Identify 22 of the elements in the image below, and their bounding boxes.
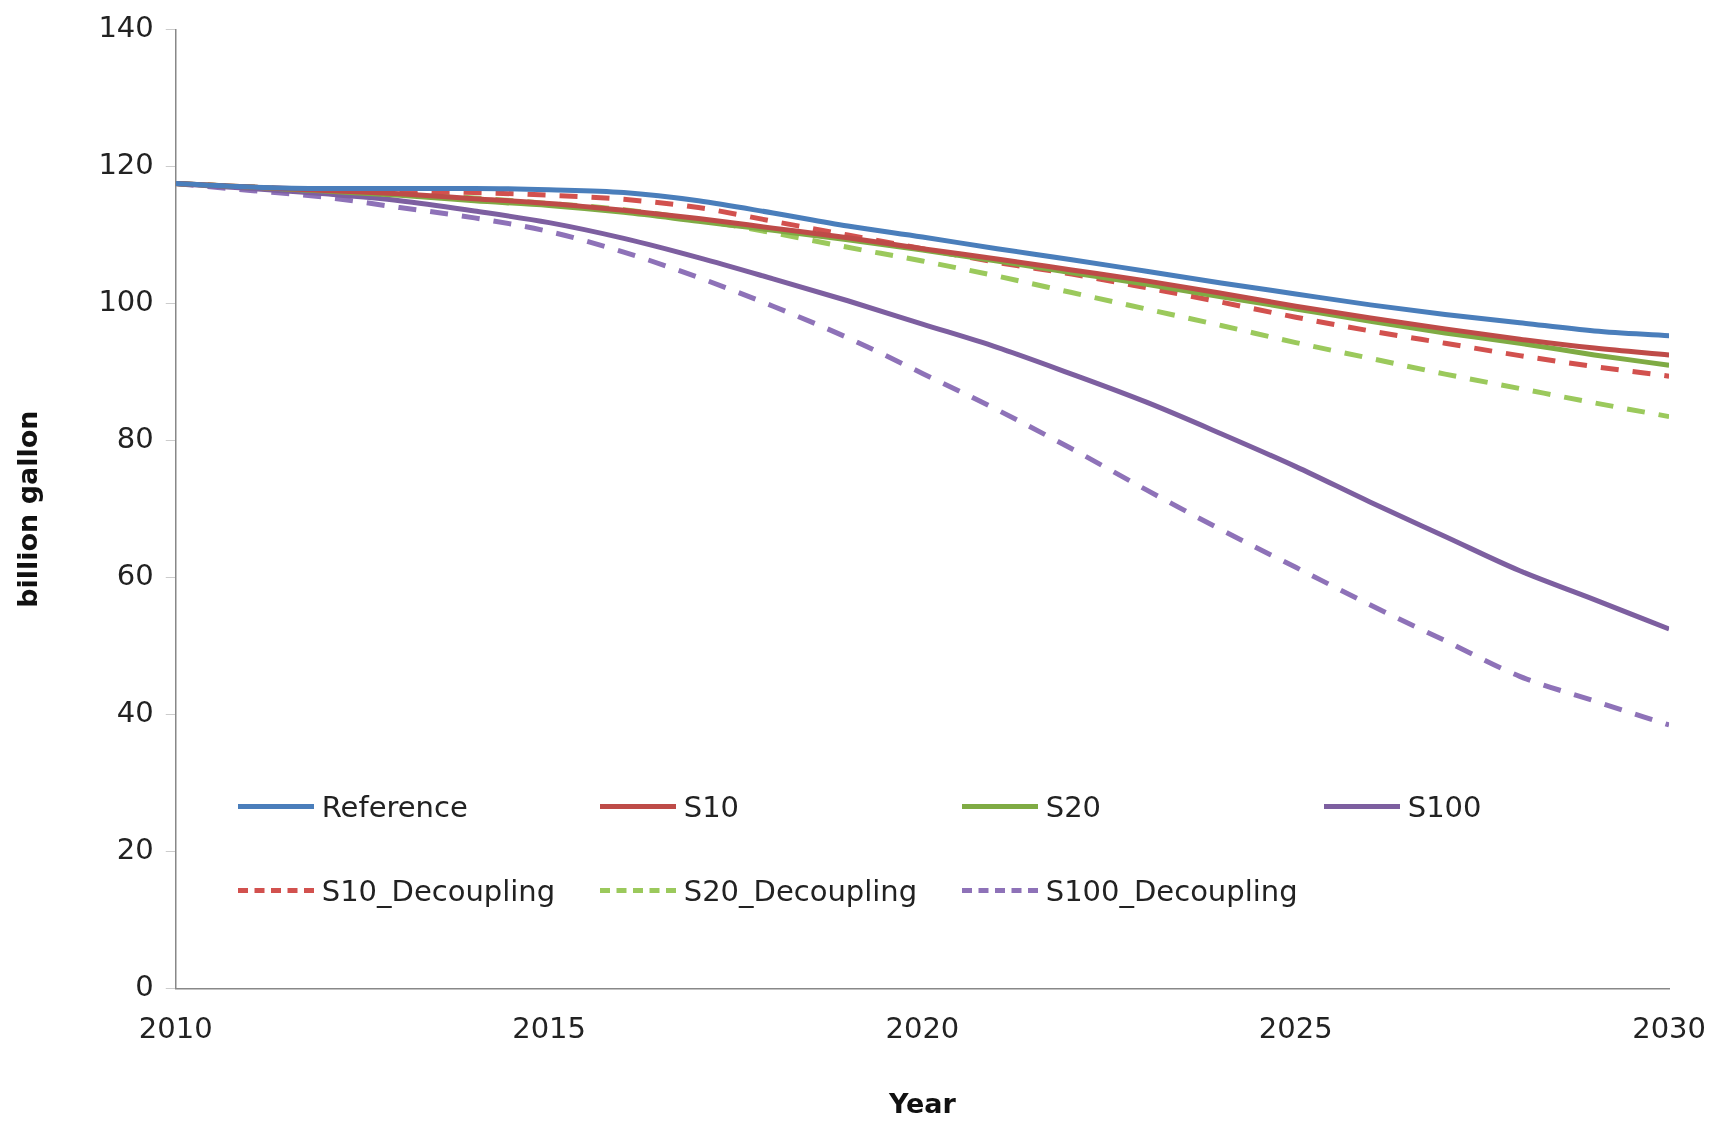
x-tick-label: 2015 (512, 1010, 586, 1045)
y-tick-label: 140 (98, 9, 154, 44)
y-tick-label: 80 (116, 421, 154, 456)
legend-label: S10_Decoupling (321, 873, 556, 908)
y-tick-label: 0 (135, 969, 154, 1004)
legend-label: Reference (321, 789, 468, 824)
x-tick-label: 2025 (1258, 1010, 1333, 1045)
y-tick-label: 40 (116, 695, 154, 730)
legend-label: S20_Decoupling (683, 873, 918, 908)
x-axis-title: Year (887, 1087, 957, 1119)
y-axis-title: billion gallon (12, 410, 44, 608)
x-tick-label: 2020 (885, 1010, 960, 1045)
x-tick-label: 2010 (138, 1010, 213, 1045)
legend-label: S20 (1045, 789, 1102, 824)
legend-label: S10 (683, 789, 740, 824)
legend-label: S100 (1407, 789, 1482, 824)
y-tick-label: 120 (98, 146, 154, 181)
x-tick-label: 2030 (1632, 1010, 1706, 1045)
legend-label: S100_Decoupling (1045, 873, 1298, 908)
y-tick-label: 60 (116, 558, 154, 593)
y-tick-label: 20 (116, 832, 154, 867)
y-tick-label: 100 (98, 284, 154, 319)
